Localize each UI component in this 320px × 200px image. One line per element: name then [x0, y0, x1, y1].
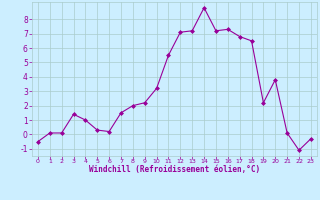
X-axis label: Windchill (Refroidissement éolien,°C): Windchill (Refroidissement éolien,°C)	[89, 165, 260, 174]
